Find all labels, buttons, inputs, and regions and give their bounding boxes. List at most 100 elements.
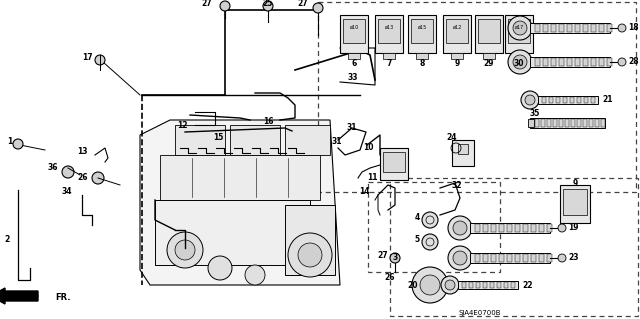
Bar	[475, 15, 503, 53]
Bar	[462, 282, 466, 288]
Bar	[599, 58, 604, 66]
Text: 12: 12	[177, 122, 188, 130]
Bar	[491, 254, 496, 262]
Bar	[458, 144, 468, 154]
Text: 13: 13	[77, 146, 88, 155]
Bar	[535, 58, 540, 66]
Text: 3: 3	[393, 254, 398, 263]
Bar	[565, 119, 569, 127]
Bar	[551, 58, 556, 66]
Bar	[607, 58, 612, 66]
Bar	[499, 224, 504, 232]
Bar	[563, 189, 587, 215]
Bar	[523, 254, 528, 262]
Circle shape	[448, 216, 472, 240]
Bar	[383, 152, 405, 172]
Bar	[591, 24, 596, 32]
Text: 32: 32	[452, 181, 463, 189]
Text: 11: 11	[367, 174, 377, 182]
Bar	[583, 58, 588, 66]
Circle shape	[62, 166, 74, 178]
Bar	[560, 185, 590, 223]
Bar	[490, 282, 494, 288]
Circle shape	[13, 139, 23, 149]
Bar	[553, 119, 557, 127]
Bar	[528, 119, 534, 127]
Bar	[559, 24, 564, 32]
Text: 30: 30	[514, 58, 524, 68]
Bar	[478, 19, 500, 43]
Bar	[583, 119, 587, 127]
Bar	[513, 53, 525, 59]
Text: 20: 20	[408, 280, 418, 290]
Bar	[567, 58, 572, 66]
Bar	[446, 19, 468, 43]
Bar	[559, 119, 563, 127]
Bar	[584, 97, 588, 103]
Text: FR.: FR.	[55, 293, 70, 301]
Text: 8: 8	[419, 58, 425, 68]
Bar	[543, 58, 548, 66]
Text: 6: 6	[351, 58, 356, 68]
Bar	[483, 224, 488, 232]
Bar	[443, 15, 471, 53]
Bar	[599, 24, 604, 32]
Bar	[497, 282, 501, 288]
Bar	[511, 282, 515, 288]
Text: 36: 36	[47, 164, 58, 173]
Bar	[547, 119, 551, 127]
Bar	[155, 200, 310, 265]
Text: ø12: ø12	[452, 25, 461, 29]
Bar	[538, 96, 598, 104]
Bar	[547, 224, 552, 232]
Text: ø17: ø17	[515, 25, 524, 29]
Text: 1: 1	[7, 137, 12, 146]
Bar	[559, 58, 564, 66]
Circle shape	[95, 55, 105, 65]
Circle shape	[453, 221, 467, 235]
Bar	[515, 254, 520, 262]
Circle shape	[298, 243, 322, 267]
Text: 25: 25	[263, 0, 273, 8]
Circle shape	[422, 234, 438, 250]
Bar	[556, 97, 560, 103]
Text: 34: 34	[61, 188, 72, 197]
Text: 18: 18	[628, 24, 639, 33]
Text: 4: 4	[415, 213, 420, 222]
Bar	[475, 254, 480, 262]
Bar	[368, 182, 500, 272]
Bar	[601, 119, 605, 127]
Bar	[530, 57, 610, 67]
Text: 7: 7	[387, 58, 392, 68]
Bar	[505, 15, 533, 53]
Text: ø15: ø15	[417, 25, 427, 29]
Bar	[535, 119, 539, 127]
Bar	[340, 15, 368, 53]
Bar	[160, 155, 320, 200]
Bar	[542, 97, 546, 103]
Circle shape	[175, 240, 195, 260]
Bar	[607, 24, 612, 32]
Bar	[577, 97, 581, 103]
Text: 17: 17	[83, 53, 93, 62]
Bar	[531, 224, 536, 232]
Circle shape	[220, 1, 230, 11]
Bar	[595, 119, 599, 127]
Bar	[491, 224, 496, 232]
Circle shape	[245, 265, 265, 285]
Bar	[531, 254, 536, 262]
Bar	[175, 125, 225, 155]
Bar	[551, 24, 556, 32]
Bar	[507, 254, 512, 262]
Bar	[541, 119, 545, 127]
Text: 28: 28	[628, 57, 639, 66]
Bar	[523, 224, 528, 232]
Bar	[563, 97, 567, 103]
Bar	[530, 23, 610, 33]
Bar	[451, 53, 463, 59]
Bar	[515, 224, 520, 232]
Text: 16: 16	[263, 117, 273, 127]
Text: 15: 15	[213, 133, 223, 143]
Text: 26: 26	[385, 273, 396, 283]
Bar	[483, 282, 487, 288]
